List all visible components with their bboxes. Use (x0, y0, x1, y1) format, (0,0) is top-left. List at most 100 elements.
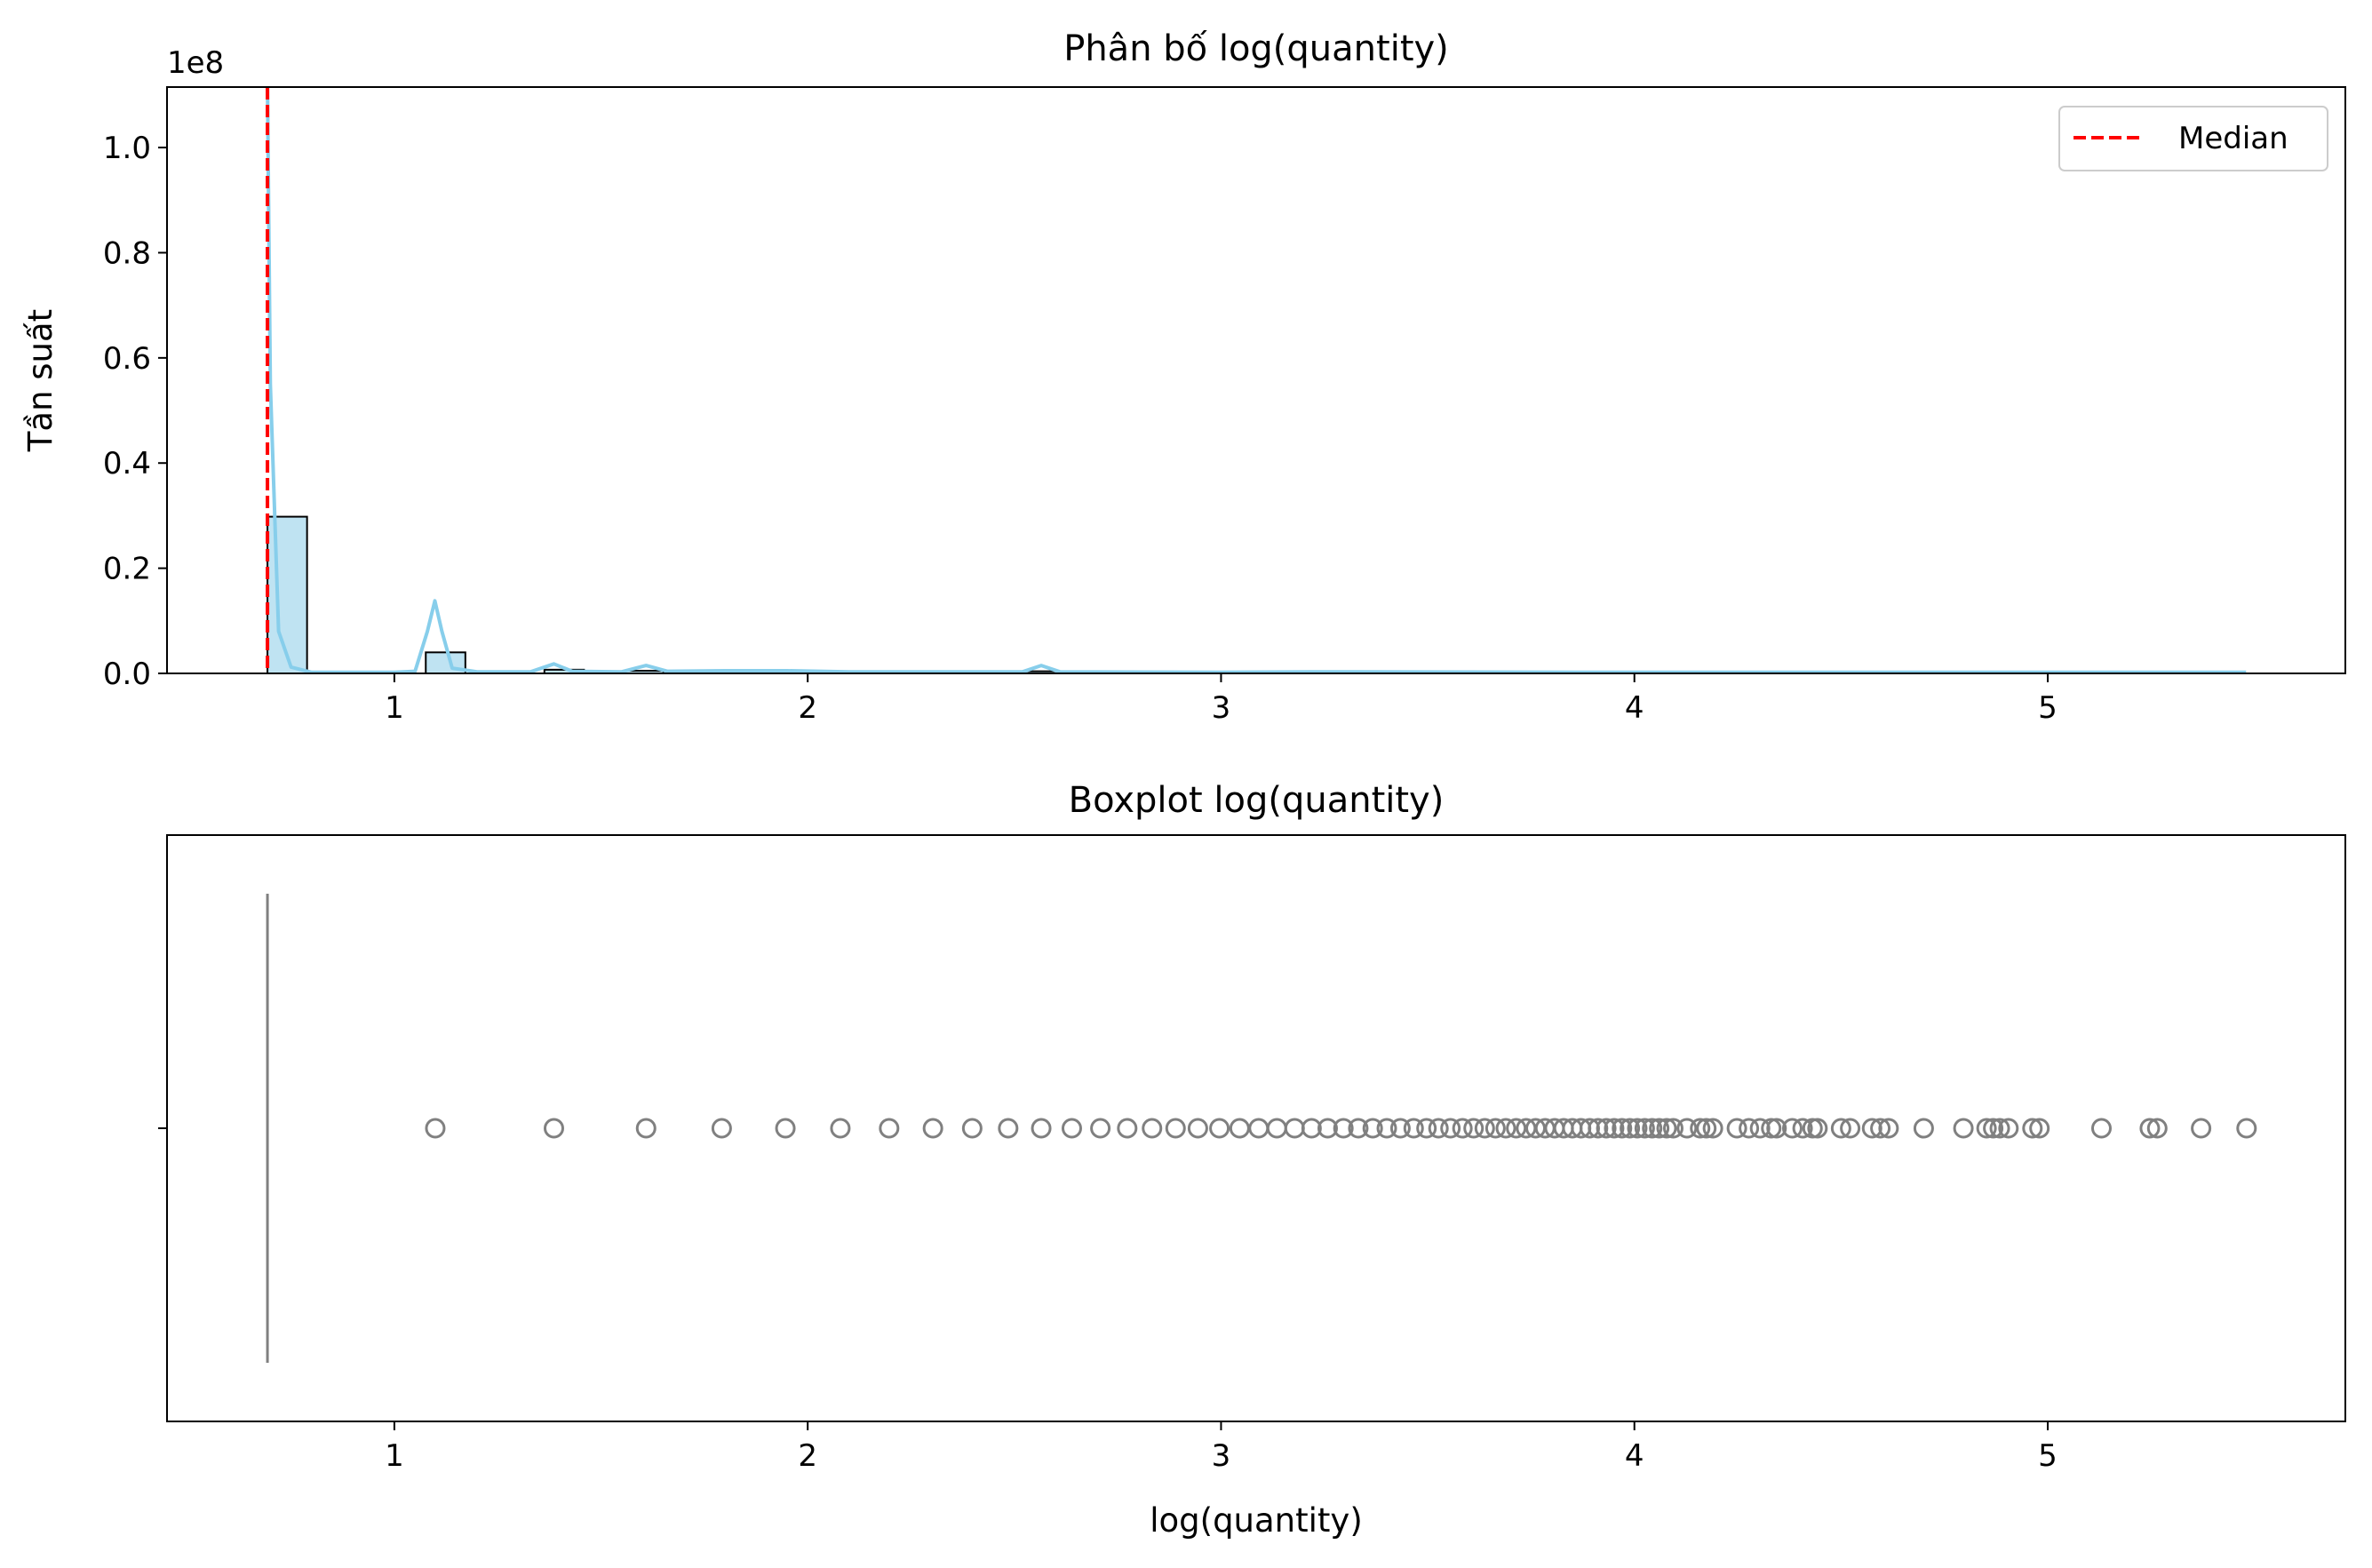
boxplot-outlier (1612, 1118, 1633, 1139)
boxplot-outlier (1187, 1118, 1208, 1139)
boxplot-x-tick-label: 3 (1212, 1438, 1231, 1474)
boxplot-outlier (1506, 1118, 1527, 1139)
boxplot-plot-area: 1 2 3 4 5 (158, 894, 2257, 1474)
boxplot-title: Boxplot log(quantity) (1069, 780, 1445, 821)
boxplot-x-tick-label: 4 (1625, 1438, 1644, 1474)
histogram-x-tick-label: 4 (1625, 690, 1644, 726)
boxplot-outlier (1676, 1118, 1698, 1139)
boxplot-outlier (1348, 1118, 1369, 1139)
boxplot-outlier (1634, 1118, 1655, 1139)
boxplot-outlier (2090, 1118, 2112, 1139)
boxplot-outlier (1403, 1118, 1424, 1139)
boxplot-outlier (1870, 1118, 1891, 1139)
boxplot-outlier (635, 1118, 657, 1139)
histogram-bar (267, 515, 308, 675)
boxplot-outlier (1998, 1118, 2019, 1139)
boxplot-outlier (1142, 1118, 1163, 1139)
histogram-x-tick-label: 5 (2038, 690, 2058, 726)
boxplot-outlier (1317, 1118, 1338, 1139)
histogram-plot-area: 1 2 3 4 5 0.0 0.2 0.4 0.6 0.8 1.0 (103, 86, 2247, 726)
boxplot-outlier (1376, 1118, 1397, 1139)
boxplot-outlier (1117, 1118, 1138, 1139)
boxplot-outlier (1362, 1118, 1383, 1139)
boxplot-outlier (1761, 1118, 1782, 1139)
boxplot-outlier (2139, 1118, 2161, 1139)
boxplot-outlier (1781, 1118, 1803, 1139)
boxplot-outlier (1484, 1118, 1506, 1139)
boxplot-outlier (1301, 1118, 1322, 1139)
boxplot-outlier (1463, 1118, 1484, 1139)
boxplot-outlier (1726, 1118, 1747, 1139)
boxplot-outlier (2191, 1118, 2212, 1139)
histogram-panel: Phân bố log(quantity) 1e8 Tần suất 1 2 3 4 5… (21, 28, 2346, 726)
kde-line (266, 86, 2247, 674)
legend: Median (2058, 106, 2328, 171)
histogram-y-tick-label: 1.0 (103, 131, 151, 166)
boxplot-outlier (1913, 1118, 1934, 1139)
boxplot-outlier (1830, 1118, 1851, 1139)
boxplot-outlier (1878, 1118, 1899, 1139)
boxplot-outlier (711, 1118, 732, 1139)
boxplot-outlier (1474, 1118, 1495, 1139)
boxplot-outlier (1840, 1118, 1861, 1139)
boxplot-outlier (1792, 1118, 1813, 1139)
boxplot-outlier (1165, 1118, 1186, 1139)
boxplot-panel: Boxplot log(quantity) 1 2 3 4 5 log(quantity… (158, 780, 2346, 1540)
boxplot-outlier (1596, 1118, 1617, 1139)
legend-median-label: Median (2178, 121, 2288, 156)
boxplot-outlier (1766, 1118, 1787, 1139)
boxplot-outlier (2022, 1118, 2043, 1139)
histogram-x-tick-label: 3 (1212, 690, 1231, 726)
boxplot-outlier (1588, 1118, 1609, 1139)
boxplot-x-tick-label: 1 (385, 1438, 404, 1474)
boxplot-outlier (1333, 1118, 1354, 1139)
histogram-y-tick-label: 0.6 (103, 341, 151, 377)
boxplot-x-axis-label: log(quantity) (1150, 1501, 1363, 1540)
boxplot-outlier (1739, 1118, 1760, 1139)
boxplot-outlier (961, 1118, 983, 1139)
boxplot-outlier (1604, 1118, 1625, 1139)
boxplot-outlier (998, 1118, 1019, 1139)
boxplot-outlier (1702, 1118, 1723, 1139)
boxplot-outlier (1649, 1118, 1670, 1139)
boxplot-outlier (1452, 1118, 1473, 1139)
boxplot-outlier (1989, 1118, 2010, 1139)
boxplot-outlier (1662, 1118, 1683, 1139)
boxplot-outlier (1389, 1118, 1411, 1139)
boxplot-outlier (1656, 1118, 1677, 1139)
boxplot-outlier (1983, 1118, 2004, 1139)
boxplot-outlier (879, 1118, 900, 1139)
boxplot-outlier (1428, 1118, 1449, 1139)
boxplot-outlier (1690, 1118, 1711, 1139)
histogram-y-tick-label: 0.4 (103, 446, 151, 482)
boxplot-outlier (922, 1118, 943, 1139)
boxplot-outlier (1627, 1118, 1648, 1139)
boxplot-outlier (1495, 1118, 1516, 1139)
boxplot-outlier (1976, 1118, 1997, 1139)
boxplot-outlier (1807, 1118, 1828, 1139)
histogram-axes-frame (166, 86, 2346, 674)
histogram-y-tick-label: 0.0 (103, 657, 151, 692)
boxplot-outlier (1416, 1118, 1437, 1139)
boxplot-outlier (1090, 1118, 1111, 1139)
boxplot-outlier (425, 1118, 446, 1139)
boxplot-outlier (1031, 1118, 1052, 1139)
boxplot-outlier (1953, 1118, 1974, 1139)
histogram-title: Phân bố log(quantity) (1063, 28, 1449, 69)
boxplot-x-tick-label: 5 (2038, 1438, 2058, 1474)
boxplot-outlier (1620, 1118, 1641, 1139)
boxplot-outlier (775, 1118, 796, 1139)
boxplot-outlier (1696, 1118, 1717, 1139)
boxplot-outlier (2029, 1118, 2050, 1139)
boxplot-x-tick-label: 2 (798, 1438, 817, 1474)
legend-frame (2058, 106, 2328, 171)
boxplot-outlier (1440, 1118, 1461, 1139)
boxplot-axes-frame (166, 834, 2346, 1422)
boxplot-outlier (543, 1118, 564, 1139)
histogram-y-axis-label: Tần suất (21, 309, 60, 452)
histogram-y-tick-label: 0.2 (103, 552, 151, 587)
boxplot-outlier (2236, 1118, 2257, 1139)
boxplot-outlier (1209, 1118, 1230, 1139)
